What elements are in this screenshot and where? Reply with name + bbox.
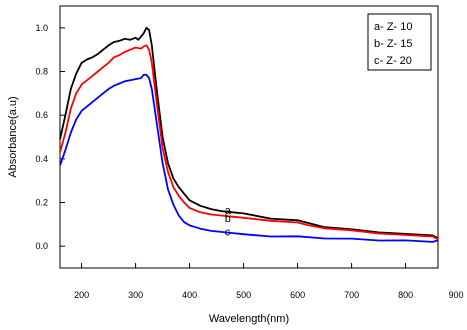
x-tick-label: 400: [182, 290, 197, 300]
legend-entry-b: b- Z- 15: [374, 38, 413, 50]
legend-entry-a: a- Z- 10: [374, 21, 413, 33]
x-axis-label: Wavelength(nm): [209, 313, 289, 325]
x-tick-label: 200: [74, 290, 89, 300]
x-tick-label: 800: [398, 290, 413, 300]
y-tick-label: 0.0: [35, 241, 48, 251]
x-tick-label: 300: [128, 290, 143, 300]
curve-labels: abc: [225, 205, 232, 238]
y-axis-ticks: 0.0 0.2 0.4 0.6 0.8 1.0: [35, 23, 65, 251]
x-tick-label: 600: [290, 290, 305, 300]
y-tick-label: 0.4: [35, 154, 48, 164]
series-line-b: [59, 44, 439, 241]
legend-box: [367, 13, 432, 71]
series-line-a: [59, 26, 439, 239]
x-axis-ticks: 200 300 400 500 600 700 800 900: [74, 263, 464, 300]
x-tick-label: 500: [236, 290, 251, 300]
y-tick-label: 0.6: [35, 110, 48, 120]
series-group: [59, 26, 439, 243]
curve-label-a: a: [225, 205, 232, 217]
y-tick-label: 1.0: [35, 23, 48, 33]
x-tick-label: 700: [344, 290, 359, 300]
series-line-c: [59, 73, 439, 243]
legend: a- Z- 10 b- Z- 15 c- Z- 20: [367, 13, 432, 71]
curve-label-c: c: [225, 226, 231, 238]
legend-entry-c: c- Z- 20: [374, 55, 412, 67]
y-axis-label: Absorbance(a.u): [7, 96, 19, 177]
x-tick-label: 900: [448, 290, 463, 300]
y-tick-label: 0.2: [35, 198, 48, 208]
curve-label-b: b: [225, 213, 231, 225]
y-tick-label: 0.8: [35, 67, 48, 77]
